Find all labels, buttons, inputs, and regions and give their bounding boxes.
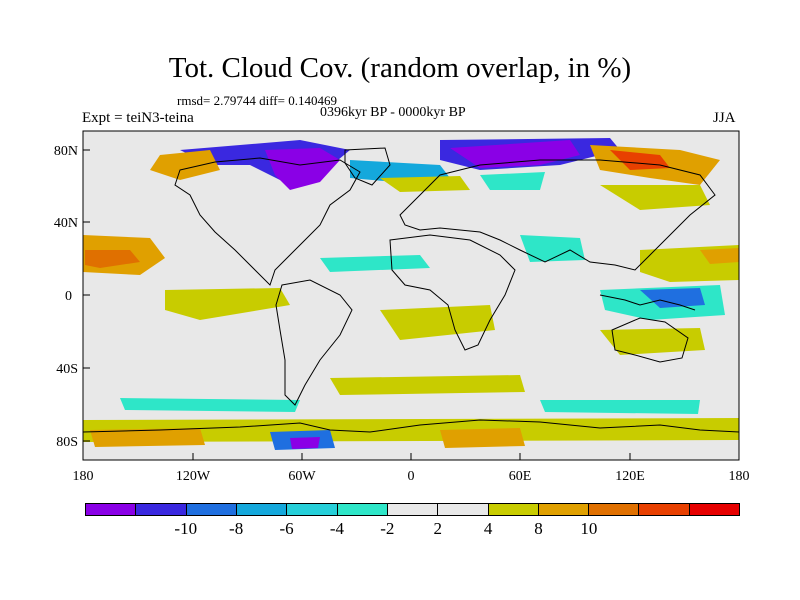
coastline-south-america: [275, 279, 353, 406]
colorbar-segment: [287, 504, 338, 515]
anomaly-patch: [120, 398, 300, 412]
lon-label: 180: [729, 469, 750, 484]
anomaly-patch: [265, 148, 340, 190]
anomaly-patch: [380, 176, 470, 192]
lon-label: 60W: [288, 469, 316, 484]
colorbar-segment: [387, 504, 439, 515]
colorbar-segment: [136, 504, 187, 515]
anomaly-patch: [520, 235, 585, 262]
anomaly-patch: [480, 172, 545, 190]
anomaly-patch: [85, 250, 140, 268]
colorbar-label: -8: [229, 519, 244, 538]
anomaly-patch: [90, 428, 205, 447]
lon-label: 120E: [615, 469, 645, 484]
colorbar-segment: [639, 504, 690, 515]
anomaly-patch: [600, 185, 710, 210]
colorbar-label: -2: [380, 519, 395, 538]
lon-label: 0: [408, 469, 415, 484]
period-label: 0396kyr BP - 0000kyr BP: [320, 105, 466, 120]
anomaly-patch: [380, 305, 495, 340]
anomaly-patch: [150, 150, 220, 180]
coastlines: [82, 147, 740, 433]
lon-label: 120W: [176, 469, 211, 484]
anomaly-patch: [440, 428, 525, 448]
lon-label: 60E: [509, 469, 532, 484]
anomaly-patch: [165, 288, 290, 320]
season-label: JJA: [713, 110, 736, 126]
colorbar-segment: [337, 504, 388, 515]
colorbar-label: 2: [433, 519, 442, 538]
lon-axis: 180 120W 60W 0 60E 120E 180: [73, 453, 750, 484]
colorbar-segment: [86, 504, 137, 515]
coastline-greenland: [344, 147, 391, 186]
anomaly-patch: [700, 248, 739, 264]
anomaly-patch: [600, 328, 705, 355]
coastline-antarctica: [82, 419, 740, 433]
colorbar-segment: [438, 504, 489, 515]
colorbar-segment: [488, 504, 539, 515]
anomaly-field: [83, 138, 739, 450]
lat-axis: 80N 40N 0 40S 80S: [54, 144, 90, 450]
colorbar-segment: [689, 504, 740, 515]
lat-label: 80N: [54, 144, 78, 159]
anomaly-patch: [540, 400, 700, 414]
map-title: Tot. Cloud Cov. (random overlap, in %): [168, 52, 632, 84]
colorbar-label: 8: [534, 519, 543, 538]
lon-label: 180: [73, 469, 94, 484]
colorbar-label: -10: [174, 519, 198, 538]
colorbar-label: -4: [329, 519, 345, 538]
anomaly-patch: [290, 437, 320, 449]
anomaly-patch: [330, 375, 525, 395]
coastline-africa: [389, 234, 516, 351]
colorbar-label: 10: [580, 519, 598, 538]
colorbar-label: 4: [483, 519, 493, 538]
colorbar-segment: [538, 504, 590, 515]
lat-label: 0: [65, 289, 72, 304]
coastline-eurasia: [399, 159, 716, 271]
coastline-north-america: [174, 157, 361, 286]
colorbar-segment: [186, 504, 237, 515]
coastline-indonesia: [599, 294, 696, 311]
colorbar: [85, 503, 740, 516]
colorbar-label: -6: [279, 519, 294, 538]
coastline-australia: [611, 317, 689, 363]
colorbar-segment: [589, 504, 640, 515]
anomaly-patch: [83, 418, 739, 442]
anomaly-patch: [320, 255, 430, 272]
lat-label: 40S: [56, 362, 78, 377]
lat-label: 80S: [56, 435, 78, 450]
anomaly-patch: [350, 160, 450, 182]
anomaly-patch: [640, 288, 705, 308]
experiment-label: Expt = teiN3-teina: [82, 110, 194, 126]
lat-label: 40N: [54, 216, 78, 231]
anomaly-patch: [450, 140, 580, 168]
rmsd-diff-stats: rmsd= 2.79744 diff= 0.140469: [177, 93, 337, 108]
colorbar-segment: [236, 504, 288, 515]
